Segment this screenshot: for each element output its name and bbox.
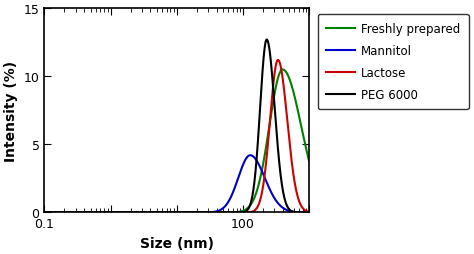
Mannitol	[42, 211, 47, 214]
Freshly prepared	[280, 69, 285, 72]
Line: PEG 6000: PEG 6000	[45, 40, 309, 213]
Legend: Freshly prepared, Mannitol, Lactose, PEG 6000: Freshly prepared, Mannitol, Lactose, PEG…	[318, 15, 469, 110]
Y-axis label: Intensity (%): Intensity (%)	[4, 60, 18, 161]
Mannitol	[306, 211, 312, 214]
PEG 6000	[143, 211, 149, 214]
Freshly prepared	[72, 211, 77, 214]
Lactose	[72, 211, 77, 214]
Freshly prepared	[306, 160, 312, 163]
Line: Freshly prepared: Freshly prepared	[45, 70, 309, 213]
Freshly prepared	[301, 138, 307, 141]
Mannitol	[273, 198, 278, 201]
PEG 6000	[264, 39, 270, 42]
PEG 6000	[306, 211, 312, 214]
Freshly prepared	[155, 211, 160, 214]
Freshly prepared	[143, 211, 149, 214]
Lactose	[275, 59, 281, 62]
Mannitol	[247, 154, 253, 157]
Lactose	[143, 211, 149, 214]
PEG 6000	[273, 117, 278, 120]
Line: Mannitol: Mannitol	[45, 156, 309, 213]
PEG 6000	[72, 211, 77, 214]
Mannitol	[88, 211, 93, 214]
Lactose	[88, 211, 93, 214]
Freshly prepared	[273, 88, 278, 91]
Mannitol	[301, 211, 307, 214]
PEG 6000	[42, 211, 47, 214]
Lactose	[155, 211, 160, 214]
Freshly prepared	[88, 211, 93, 214]
PEG 6000	[88, 211, 93, 214]
Mannitol	[155, 211, 160, 214]
Lactose	[273, 67, 278, 70]
PEG 6000	[301, 211, 307, 214]
Lactose	[42, 211, 47, 214]
Lactose	[306, 211, 312, 214]
X-axis label: Size (nm): Size (nm)	[140, 236, 214, 250]
Mannitol	[143, 211, 149, 214]
Lactose	[301, 208, 307, 211]
Line: Lactose: Lactose	[45, 61, 309, 213]
Mannitol	[72, 211, 77, 214]
PEG 6000	[155, 211, 160, 214]
Freshly prepared	[42, 211, 47, 214]
